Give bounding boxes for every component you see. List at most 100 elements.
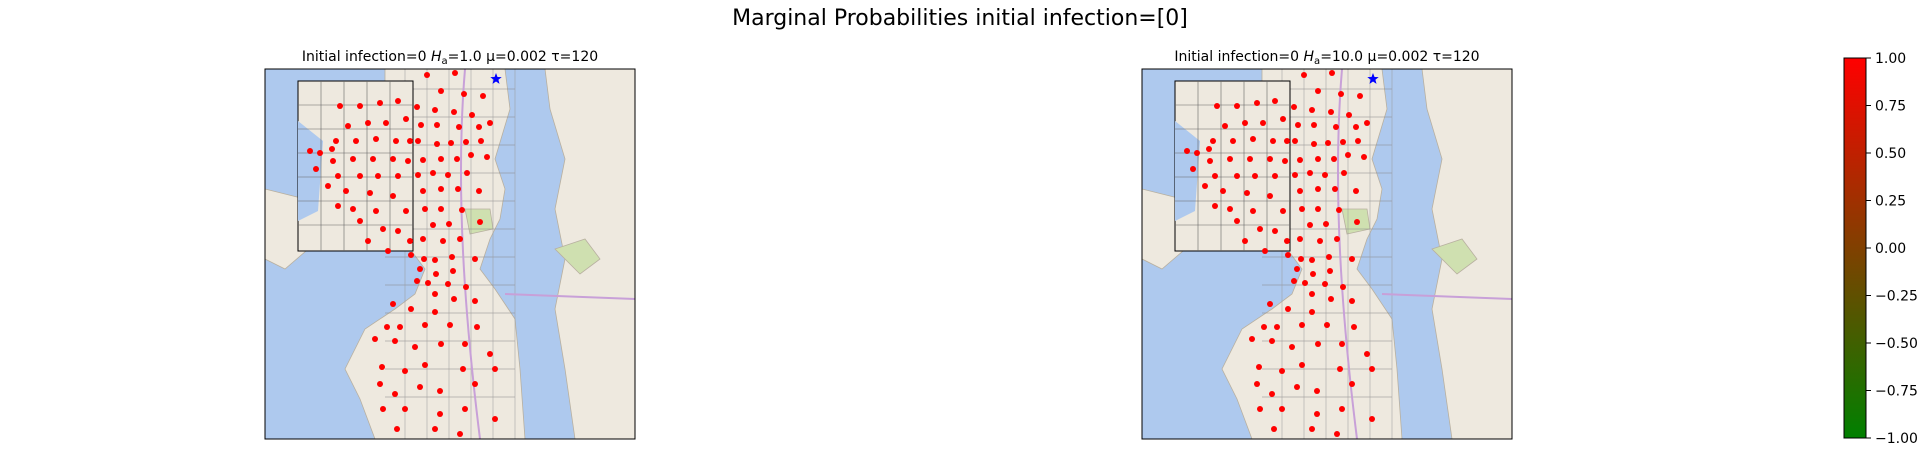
node-marker [1369,366,1375,372]
colorbar-gradient [1843,57,1867,439]
panel-right-title-pre: Initial infection=0 [1174,49,1303,65]
inset-node-marker [350,206,356,212]
inset-node-marker [407,238,413,244]
highway [504,293,635,300]
node-marker [1309,291,1315,297]
node-marker [1309,257,1315,263]
inset-node-marker [393,138,399,144]
node-marker [1315,206,1321,212]
node-marker [1307,222,1313,228]
node-marker [433,271,439,277]
inset-node-marker [1272,98,1278,104]
inset-node-marker [385,248,391,254]
panel-left-title: Initial infection=0 Ha=1.0 μ=0.002 τ=120 [302,49,598,67]
inset-node-marker [390,156,396,162]
node-marker [1340,139,1346,145]
map-left [264,68,636,440]
node-marker [1294,384,1300,390]
node-marker [1322,172,1328,178]
inset-node-marker [1272,173,1278,179]
inset-node-marker [395,173,401,179]
node-marker [1315,186,1321,192]
node-marker [1271,426,1277,432]
inset-node-marker [357,173,363,179]
node-marker [1314,411,1320,417]
node-marker [422,206,428,212]
highway [1336,69,1358,439]
node-marker [390,301,396,307]
inset-node-marker [335,203,341,209]
node-marker [461,91,467,97]
node-marker [1256,364,1262,370]
node-marker [402,368,408,374]
inset-node-marker [313,166,319,172]
node-marker [1328,109,1334,115]
colorbar-tick-label: −0.75 [1875,384,1918,400]
node-marker [447,322,453,328]
node-marker [424,72,430,78]
node-marker [377,381,383,387]
node-marker [449,254,455,260]
inset-node-marker [1214,103,1220,109]
node-marker [1299,362,1305,368]
node-marker [1315,88,1321,94]
inset-node-marker [1260,120,1266,126]
inset-node-marker [1280,208,1286,214]
map-frame [264,68,636,440]
node-marker [487,120,493,126]
inset-node-marker [307,148,313,154]
node-marker [1329,70,1335,76]
inset-node-marker [1202,183,1208,189]
node-marker [463,139,469,145]
node-marker [425,280,431,286]
node-marker [1285,306,1291,312]
node-marker [1309,426,1315,432]
node-marker [384,324,390,330]
node-marker [1331,156,1337,162]
node-marker [438,186,444,192]
node-marker [412,344,418,350]
panel-left-title-sub: a [442,56,448,67]
node-marker [420,157,426,163]
node-marker [432,291,438,297]
map-panel-right: Initial infection=0 Ha=10.0 μ=0.002 τ=12… [1141,49,1513,440]
inset-node-marker [1234,218,1240,224]
inset-node-marker [1194,150,1200,156]
node-marker [446,221,452,227]
inset-node-marker [370,156,376,162]
inset-node-marker [1230,138,1236,144]
node-marker [452,70,458,76]
node-marker [1302,280,1308,286]
inset-node-marker [1234,103,1240,109]
inset-node-marker [1284,238,1290,244]
node-marker [394,426,400,432]
node-marker [1355,138,1361,144]
inset-node-marker [373,136,379,142]
node-marker [1274,324,1280,330]
inset-node-marker [1262,248,1268,254]
node-marker [408,306,414,312]
inset-node-marker [375,173,381,179]
inset-node-marker [1270,138,1276,144]
colorbar-tick-label: 0.50 [1875,146,1906,162]
node-marker [462,406,468,412]
inset-node-marker [365,120,371,126]
inset-node-marker [395,98,401,104]
node-marker [1338,91,1344,97]
node-marker [1364,120,1370,126]
node-marker [1345,152,1351,158]
inset-node-marker [1267,156,1273,162]
node-marker [434,122,440,128]
node-marker [456,124,462,130]
inset-node-marker [333,138,339,144]
node-marker [1249,336,1255,342]
node-marker [372,336,378,342]
inset-node-marker [329,146,335,152]
node-marker [1322,281,1328,287]
node-marker [1364,351,1370,357]
node-marker [434,141,440,147]
inset-node-marker [1190,166,1196,172]
node-marker [1279,368,1285,374]
node-marker [414,278,420,284]
node-marker [1257,406,1263,412]
